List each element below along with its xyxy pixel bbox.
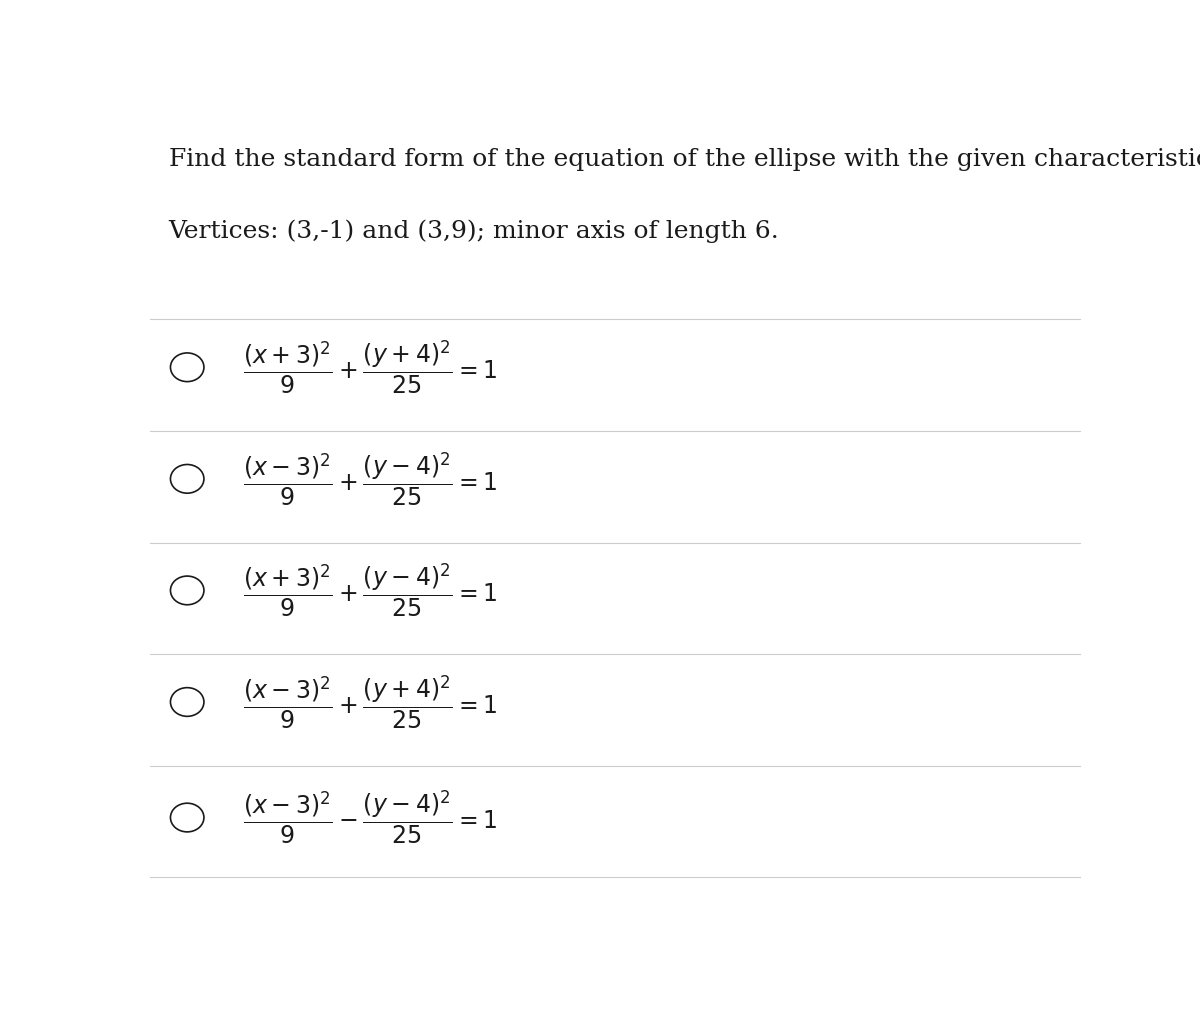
Text: Find the standard form of the equation of the ellipse with the given characteris: Find the standard form of the equation o… [168,148,1200,171]
Text: $\dfrac{(x-3)^2}{9} + \dfrac{(y-4)^2}{25} = 1$: $\dfrac{(x-3)^2}{9} + \dfrac{(y-4)^2}{25… [242,450,498,507]
Text: $\dfrac{(x+3)^2}{9} + \dfrac{(y-4)^2}{25} = 1$: $\dfrac{(x+3)^2}{9} + \dfrac{(y-4)^2}{25… [242,562,498,619]
Text: Vertices: (3,-1) and (3,9); minor axis of length 6.: Vertices: (3,-1) and (3,9); minor axis o… [168,219,779,243]
Text: $\dfrac{(x-3)^2}{9} + \dfrac{(y+4)^2}{25} = 1$: $\dfrac{(x-3)^2}{9} + \dfrac{(y+4)^2}{25… [242,673,498,731]
Text: $\dfrac{(x+3)^2}{9} + \dfrac{(y+4)^2}{25} = 1$: $\dfrac{(x+3)^2}{9} + \dfrac{(y+4)^2}{25… [242,338,498,396]
Text: $\dfrac{(x-3)^2}{9} - \dfrac{(y-4)^2}{25} = 1$: $\dfrac{(x-3)^2}{9} - \dfrac{(y-4)^2}{25… [242,789,498,847]
